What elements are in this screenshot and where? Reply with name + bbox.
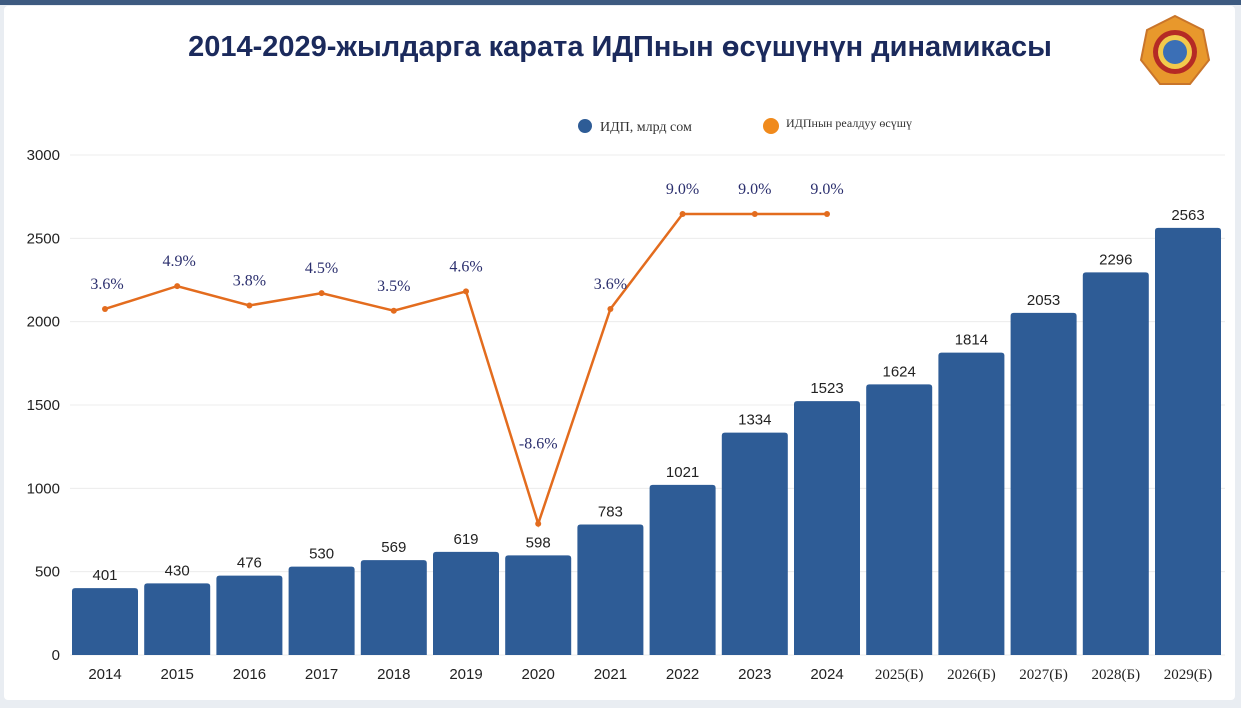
- bar: [1010, 312, 1077, 655]
- bar: [505, 555, 572, 655]
- y-tick-label: 0: [52, 647, 60, 664]
- x-tick-label: 2014: [88, 666, 121, 683]
- growth-label: 4.9%: [163, 253, 196, 270]
- growth-point: [463, 288, 469, 295]
- legend-label-gdp: ИДП, млрд сом: [600, 120, 692, 135]
- growth-point: [535, 520, 542, 527]
- bar-value-label: 2563: [1171, 207, 1204, 224]
- top-bar: [0, 0, 1241, 5]
- bar-value-label: 1021: [666, 464, 699, 481]
- growth-label: 4.6%: [449, 258, 482, 275]
- growth-label: 3.5%: [377, 278, 410, 295]
- growth-point: [246, 302, 253, 309]
- bar: [360, 560, 427, 655]
- x-tick-label: 2024: [810, 666, 843, 683]
- y-tick-label: 1000: [27, 480, 60, 497]
- growth-point: [679, 210, 686, 217]
- x-tick-label: 2022: [666, 666, 699, 683]
- growth-label: 9.0%: [810, 181, 843, 198]
- x-tick-label: 2019: [449, 666, 482, 683]
- bar: [721, 432, 788, 655]
- growth-label: 4.5%: [305, 260, 338, 277]
- x-tick-label: 2015: [161, 666, 194, 683]
- y-tick-label: 2500: [27, 230, 60, 247]
- growth-point: [607, 305, 614, 312]
- bar-value-label: 1624: [883, 363, 916, 380]
- growth-point: [390, 307, 397, 314]
- x-tick-label: 2020: [522, 666, 555, 683]
- legend-dot-growth: [763, 118, 779, 134]
- y-tick-label: 500: [35, 564, 60, 581]
- bar-value-label: 598: [526, 534, 551, 551]
- emblem-logo: [1139, 14, 1211, 85]
- y-tick-label: 2000: [27, 314, 60, 331]
- legend-dot-gdp: [578, 119, 592, 133]
- growth-label: 3.6%: [90, 276, 123, 293]
- x-tick-label: 2029(Б): [1164, 667, 1213, 683]
- x-tick-label: 2021: [594, 666, 627, 683]
- bar: [938, 352, 1005, 655]
- x-tick-label: 2025(Б): [875, 667, 924, 683]
- bar: [649, 484, 716, 655]
- growth-label: 3.8%: [233, 272, 266, 289]
- bar-value-label: 430: [165, 562, 190, 579]
- chart-title: 2014-2029-жылдарга карата ИДПнын өсүшүнү…: [188, 31, 1052, 63]
- y-tick-label: 1500: [27, 397, 60, 414]
- y-tick-label: 3000: [27, 147, 60, 164]
- bar: [794, 401, 860, 655]
- bar-value-label: 1334: [738, 412, 771, 429]
- growth-label: 3.6%: [594, 276, 627, 293]
- bar: [144, 583, 211, 655]
- bar-value-label: 1814: [955, 332, 988, 349]
- bar: [1082, 272, 1149, 655]
- bar: [216, 575, 283, 655]
- bar: [433, 551, 499, 655]
- x-tick-label: 2017: [305, 666, 338, 683]
- growth-point: [174, 283, 181, 290]
- bar: [577, 524, 644, 655]
- bar-value-label: 619: [453, 531, 478, 548]
- growth-point: [102, 305, 108, 312]
- bar: [72, 588, 138, 655]
- growth-point: [824, 210, 830, 217]
- growth-point: [751, 210, 758, 217]
- x-tick-label: 2016: [233, 666, 266, 683]
- bar-value-label: 1523: [810, 380, 843, 397]
- x-tick-label: 2023: [738, 666, 771, 683]
- bar-value-label: 569: [381, 539, 406, 556]
- growth-label: 9.0%: [666, 181, 699, 198]
- growth-label: -8.6%: [519, 436, 558, 453]
- growth-label: 9.0%: [738, 181, 771, 198]
- bar-value-label: 2053: [1027, 292, 1060, 309]
- bar-value-label: 476: [237, 555, 262, 572]
- bar-value-label: 783: [598, 504, 623, 521]
- x-tick-label: 2018: [377, 666, 410, 683]
- x-tick-label: 2026(Б): [947, 667, 996, 683]
- bar: [288, 566, 355, 655]
- bar: [1155, 227, 1221, 656]
- growth-point: [318, 290, 325, 297]
- legend: ИДП, млрд сом ИДПнын реалдуу өсүшү: [578, 116, 912, 135]
- bar-value-label: 401: [92, 567, 117, 584]
- x-tick-label: 2028(Б): [1091, 667, 1140, 683]
- bar-value-label: 530: [309, 546, 334, 563]
- x-tick-label: 2027(Б): [1019, 667, 1068, 683]
- legend-label-growth: ИДПнын реалдуу өсүшү: [786, 116, 912, 130]
- bar-value-label: 2296: [1099, 251, 1132, 268]
- bar: [866, 384, 933, 655]
